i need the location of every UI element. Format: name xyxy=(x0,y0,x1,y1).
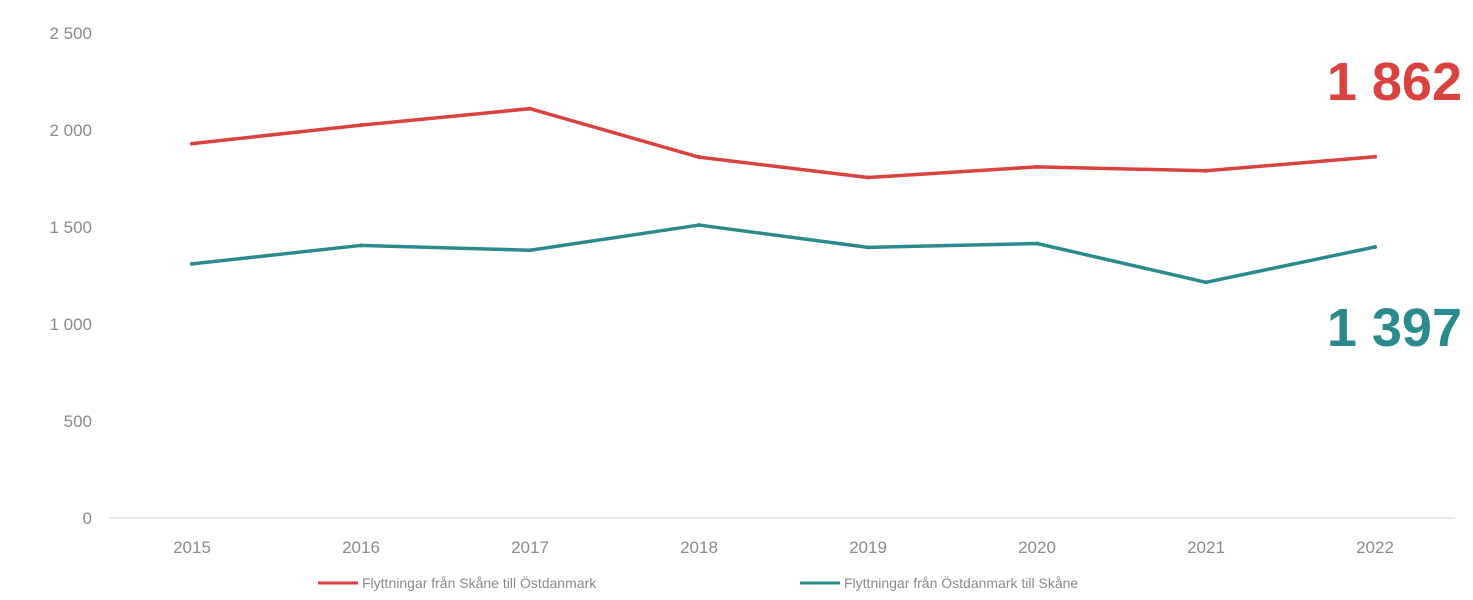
series-line xyxy=(190,223,1377,285)
x-tick-label: 2016 xyxy=(342,538,380,557)
series-line xyxy=(190,106,1377,180)
data-point xyxy=(190,141,194,146)
x-tick-label: 2018 xyxy=(680,538,718,557)
y-tick-label: 2 500 xyxy=(49,24,92,43)
data-point xyxy=(528,248,532,253)
legend-label: Flyttningar från Skåne till Östdanmark xyxy=(362,574,597,591)
data-point xyxy=(1035,241,1039,246)
data-point xyxy=(866,245,870,250)
x-tick-label: 2017 xyxy=(511,538,549,557)
data-point xyxy=(1204,168,1208,173)
x-axis: 2015 2016 2017 2018 2019 2020 2021 2022 xyxy=(173,538,1394,557)
data-point xyxy=(359,243,363,248)
data-point xyxy=(697,223,701,228)
end-value-label: 1 397 xyxy=(1327,298,1462,358)
y-tick-label: 1 000 xyxy=(49,315,92,334)
y-axis: 0 500 1 000 1 500 2 000 2 500 xyxy=(49,24,92,528)
series-2: 1 397 xyxy=(190,223,1462,358)
legend-label: Flyttningar från Östdanmark till Skåne xyxy=(844,574,1078,591)
series-layer: 1 862 1 397 xyxy=(190,52,1462,358)
y-tick-label: 0 xyxy=(83,509,92,528)
data-point xyxy=(1373,154,1377,159)
x-tick-label: 2015 xyxy=(173,538,211,557)
data-point xyxy=(359,123,363,128)
data-point xyxy=(1373,244,1377,249)
x-tick-label: 2022 xyxy=(1356,538,1394,557)
data-point xyxy=(1204,280,1208,285)
data-point xyxy=(697,155,701,160)
data-point xyxy=(190,261,194,266)
legend-item: Flyttningar från Östdanmark till Skåne xyxy=(800,574,1078,591)
end-value-label: 1 862 xyxy=(1327,52,1462,112)
data-point xyxy=(1035,164,1039,169)
y-tick-label: 500 xyxy=(64,412,92,431)
x-tick-label: 2019 xyxy=(849,538,887,557)
legend: Flyttningar från Skåne till Östdanmark Fl… xyxy=(318,574,1078,591)
data-point xyxy=(866,175,870,180)
data-point xyxy=(528,106,532,111)
y-tick-label: 2 000 xyxy=(49,121,92,140)
series-1: 1 862 xyxy=(190,52,1462,180)
x-tick-label: 2020 xyxy=(1018,538,1056,557)
y-tick-label: 1 500 xyxy=(49,218,92,237)
legend-item: Flyttningar från Skåne till Östdanmark xyxy=(318,574,597,591)
x-tick-label: 2021 xyxy=(1187,538,1225,557)
